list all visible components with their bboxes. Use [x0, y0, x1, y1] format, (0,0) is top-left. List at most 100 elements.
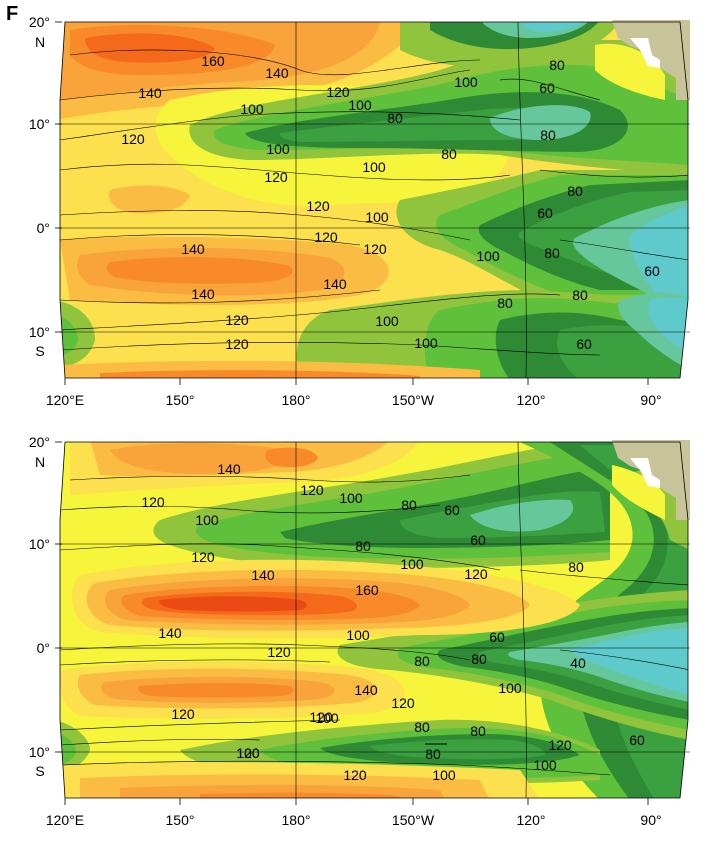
contour-label: 80 — [441, 146, 457, 162]
contour-band — [570, 628, 688, 695]
contour-band — [490, 105, 591, 140]
lat-hemisphere-label: N — [34, 34, 46, 50]
contour-label: 120 — [548, 737, 572, 753]
lon-tick-label: 90° — [640, 392, 662, 408]
contour-band — [159, 596, 307, 612]
contour-label: 40 — [570, 655, 586, 671]
lon-tick-label: 120°E — [45, 392, 85, 408]
contour-label: 60 — [644, 263, 660, 279]
contour-label: 100 — [240, 101, 264, 117]
contour-label: 100 — [365, 209, 389, 225]
contour-band — [106, 257, 293, 284]
contour-label: 80 — [414, 653, 430, 669]
lon-tick-label: 180° — [281, 392, 311, 408]
contour-label: 120 — [236, 745, 260, 761]
contour-label: 120 — [314, 229, 338, 245]
contour-label: 80 — [387, 110, 403, 126]
contour-label: 80 — [549, 57, 565, 73]
lon-tick-label: 90° — [640, 812, 662, 828]
contour-label: 60 — [444, 502, 460, 518]
contour-label: 140 — [265, 65, 289, 81]
lat-tick-label: 10° — [28, 536, 50, 552]
contour-label: 100 — [533, 757, 557, 773]
lon-tick-label: 120°E — [45, 812, 85, 828]
lat-hemisphere-label: S — [35, 763, 45, 779]
contour-label: 120 — [343, 767, 367, 783]
contour-label: 80 — [572, 287, 588, 303]
contour-label: 80 — [497, 295, 513, 311]
contour-label: 100 — [414, 335, 438, 351]
contour-label: 140 — [191, 286, 215, 302]
contour-label: 120 — [464, 566, 488, 582]
contour-label: 140 — [251, 567, 275, 583]
contour-label: 120 — [326, 84, 350, 100]
contour-label: 100 — [454, 74, 478, 90]
tick-marks — [55, 21, 649, 385]
map-panel-top: 160 140 140 120 100 100 80 80 120 100 80 60 120 80 80 1… — [0, 0, 707, 420]
contour-label: 140 — [138, 85, 162, 101]
contour-label: 120 — [121, 131, 145, 147]
land-gap — [630, 458, 660, 488]
graticule — [60, 441, 690, 799]
contour-label: 60 — [629, 732, 645, 748]
contour-label: 80 — [540, 127, 556, 143]
contour-label: 100 — [400, 556, 424, 572]
contour-label: 140 — [181, 241, 205, 257]
contour-label: 100 — [432, 767, 456, 783]
lat-tick-label: 20° — [28, 14, 50, 30]
contour-label: 160 — [201, 53, 225, 69]
contour-map-top: 160 140 140 120 100 100 80 80 120 100 80 60 120 80 80 1… — [55, 20, 690, 385]
contour-label: 120 — [363, 241, 387, 257]
contour-label: 100 — [346, 627, 370, 643]
contour-label: 60 — [537, 205, 553, 221]
contour-label: 120 — [391, 695, 415, 711]
contour-label: 80 — [544, 245, 560, 261]
contour-label: 140 — [158, 625, 182, 641]
contour-label: 100 — [362, 159, 386, 175]
contour-band — [370, 739, 545, 760]
graticule — [60, 21, 690, 379]
contour-label: 100 — [315, 710, 339, 726]
contour-label: 120 — [300, 482, 324, 498]
contour-label: 60 — [576, 336, 592, 352]
contour-label: 80 — [355, 538, 371, 554]
land-gap — [630, 38, 660, 68]
lon-tick-label: 150° — [165, 812, 195, 828]
contour-label: 100 — [236, 745, 260, 761]
lat-tick-label: 20° — [28, 434, 50, 450]
contour-labels-top: 160 140 140 120 100 100 80 80 120 100 80 60 120 80 80 1… — [121, 53, 660, 352]
lon-tick-label: 150°W — [391, 812, 435, 828]
contour-label: 140 — [217, 461, 241, 477]
lat-tick-label: 10° — [28, 116, 50, 132]
contour-label: 80 — [470, 723, 486, 739]
contour-label: 60 — [539, 80, 555, 96]
contour-label: 140 — [323, 276, 347, 292]
lon-tick-label: 150°W — [391, 392, 435, 408]
contour-band — [520, 22, 585, 32]
contour-band — [85, 33, 215, 63]
contour-label: 100 — [476, 248, 500, 264]
contour-band — [137, 683, 294, 698]
contour-label: 80 — [471, 651, 487, 667]
contour-label: 120 — [306, 198, 330, 214]
contour-label: 60 — [489, 629, 505, 645]
contour-band — [100, 370, 420, 378]
contour-band — [612, 465, 665, 520]
lat-hemisphere-label: S — [35, 343, 45, 359]
contour-label: 120 — [309, 709, 333, 725]
contour-label: 80 — [567, 183, 583, 199]
lon-tick-label: 150° — [165, 392, 195, 408]
contour-band — [265, 447, 318, 468]
contour-lines — [60, 49, 688, 356]
contour-label: 120 — [225, 336, 249, 352]
panel-letter: F — [6, 3, 19, 25]
lat-tick-label: 0° — [36, 640, 50, 656]
lon-tick-label: 180° — [281, 812, 311, 828]
lat-hemisphere-label: N — [34, 454, 46, 470]
lon-tick-label: 120° — [516, 392, 546, 408]
contour-band — [200, 792, 400, 798]
contour-label: 100 — [195, 512, 219, 528]
contour-label: 80 — [425, 746, 441, 762]
lat-tick-label: 10° — [28, 324, 50, 340]
